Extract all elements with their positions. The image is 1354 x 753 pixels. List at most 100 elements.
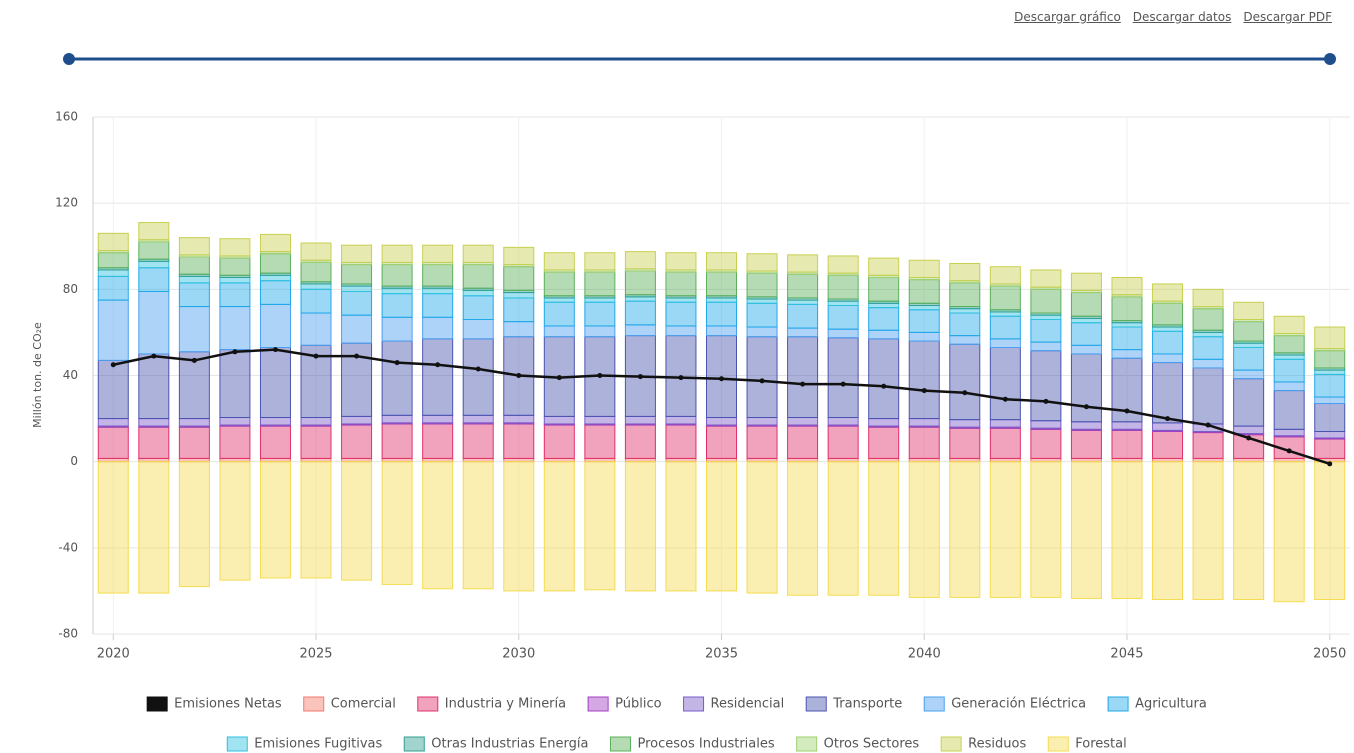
- bar-segment: [341, 285, 373, 292]
- legend-swatch: [609, 736, 631, 752]
- legend-item[interactable]: Emisiones Netas: [146, 696, 282, 712]
- legend-item[interactable]: Comercial: [303, 696, 396, 712]
- legend-swatch: [587, 696, 609, 712]
- bar-segment: [1030, 420, 1062, 429]
- bar-segment: [949, 461, 981, 598]
- bar-segment: [300, 425, 332, 459]
- bar-segment: [341, 415, 373, 425]
- bar-segment: [543, 252, 575, 271]
- bar-segment: [1111, 276, 1143, 296]
- bar-segment: [381, 423, 413, 459]
- bar-segment: [138, 418, 170, 427]
- legend-item[interactable]: Procesos Industriales: [609, 736, 775, 752]
- legend-item[interactable]: Transporte: [805, 696, 902, 712]
- bar-segment: [1030, 318, 1062, 343]
- legend-item[interactable]: Forestal: [1047, 736, 1127, 752]
- bar-segment: [624, 324, 656, 337]
- bar-segment: [1273, 354, 1305, 360]
- legend-label: Procesos Industriales: [637, 737, 774, 752]
- bar-segment: [1192, 336, 1224, 360]
- bar-segment: [787, 299, 819, 305]
- bar-segment: [827, 328, 859, 339]
- bar-segment: [908, 304, 940, 311]
- bar-segment: [219, 282, 251, 308]
- legend-item[interactable]: Residencial: [683, 696, 785, 712]
- bar-series: [97, 423, 1346, 459]
- bar-segment: [300, 417, 332, 426]
- bar-segment: [1111, 322, 1143, 328]
- legend-item[interactable]: Emisiones Fugitivas: [226, 736, 382, 752]
- bar-segment: [300, 312, 332, 346]
- slider-handle[interactable]: [1324, 53, 1336, 65]
- bar-series: [97, 267, 1346, 398]
- net-point: [516, 373, 522, 378]
- bar-segment: [746, 253, 778, 272]
- bar-segment: [584, 271, 616, 297]
- bar-segment: [219, 461, 251, 581]
- bar-segment: [1030, 288, 1062, 314]
- net-point: [394, 360, 400, 366]
- legend-swatch: [805, 696, 827, 712]
- bar-segment: [503, 266, 535, 291]
- bar-segment: [908, 279, 940, 304]
- bar-segment: [178, 282, 210, 308]
- x-tick-label: 2040: [908, 647, 941, 662]
- legend-item[interactable]: Residuos: [940, 736, 1026, 752]
- download-chart[interactable]: Descargar gráfico: [1014, 10, 1121, 24]
- bar-segment: [746, 417, 778, 426]
- bar-segment: [138, 353, 170, 420]
- bar-segment: [908, 340, 940, 420]
- legend-label: Comercial: [331, 697, 396, 712]
- bar-segment: [1030, 341, 1062, 352]
- bar-segment: [746, 302, 778, 328]
- bar-segment: [868, 426, 900, 459]
- bar-segment: [1314, 373, 1346, 398]
- bar-segment: [1233, 369, 1265, 380]
- legend-item[interactable]: Generación Eléctrica: [923, 696, 1086, 712]
- bar-segment: [1192, 331, 1224, 338]
- net-point: [1083, 404, 1089, 410]
- legend-item[interactable]: Otros Sectores: [796, 736, 920, 752]
- bar-segment: [341, 290, 373, 316]
- bar-segment: [1192, 358, 1224, 369]
- bar-segment: [1233, 461, 1265, 601]
- legend-item[interactable]: Industria y Minería: [417, 696, 566, 712]
- bar-segment: [989, 285, 1021, 311]
- bar-series: [97, 461, 1346, 603]
- slider-handle[interactable]: [63, 53, 75, 65]
- y-tick-label: 0: [70, 454, 78, 468]
- bar-segment: [746, 425, 778, 459]
- download-pdf[interactable]: Descargar PDF: [1243, 10, 1332, 24]
- bar-segment: [259, 417, 291, 426]
- bar-segment: [1273, 381, 1305, 392]
- bar-segment: [624, 461, 656, 592]
- bar-segment: [787, 254, 819, 273]
- bar-segment: [1233, 346, 1265, 371]
- bar-segment: [259, 346, 291, 419]
- bar-segment: [219, 425, 251, 459]
- bar-segment: [908, 418, 940, 427]
- bar-segment: [503, 414, 535, 424]
- bar-segment: [949, 308, 981, 314]
- bar-segment: [746, 461, 778, 594]
- legend-item[interactable]: Público: [587, 696, 662, 712]
- legend-item[interactable]: Agricultura: [1107, 696, 1207, 712]
- bar-segment: [705, 417, 738, 426]
- legend-item[interactable]: Otras Industrias Energía: [403, 736, 588, 752]
- x-tick-label: 2025: [299, 647, 332, 662]
- bar-segment: [584, 461, 616, 591]
- download-data[interactable]: Descargar datos: [1132, 10, 1232, 24]
- bar-segment: [787, 327, 819, 338]
- net-point: [435, 362, 441, 368]
- bar-segment: [97, 299, 129, 361]
- bar-segment: [868, 418, 900, 427]
- net-point: [597, 373, 603, 378]
- bar-segment: [989, 461, 1021, 598]
- legend-swatch: [1107, 696, 1129, 712]
- bar-segment: [178, 351, 210, 420]
- bar-segment: [949, 419, 981, 428]
- x-tick-label: 2050: [1313, 647, 1346, 662]
- bar-segment: [503, 297, 535, 323]
- bar-segment: [1233, 301, 1265, 320]
